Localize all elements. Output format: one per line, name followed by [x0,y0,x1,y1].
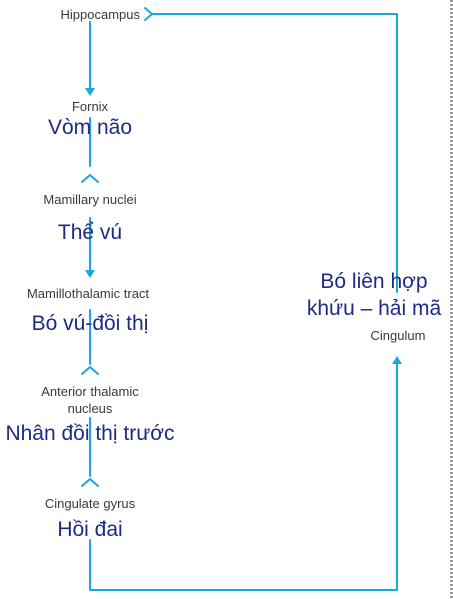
hippocampus-chevron-icon [144,7,153,21]
mamillary-nuclei-label: Mamillary nuclei [43,192,137,207]
hippocampus-feed-line [151,13,398,293]
anterior-thalamic-label-line2: nucleus [67,401,113,416]
cingulum-vietnamese-label-line2: khứu – hải mã [306,297,442,320]
mamillary-nuclei-vietnamese-label: Thể vú [57,221,123,244]
tract-arrowhead-icon [85,270,95,278]
cingulate-chevron-icon [81,478,99,487]
hippocampus-label: Hippocampus [60,7,141,22]
anterior-chevron-icon [81,366,99,375]
anterior-thalamic-vietnamese-label: Nhân đồi thị trước [5,422,175,445]
anterior-thalamic-label-line1: Anterior thalamic [41,384,139,399]
fornix-arrowhead-icon [85,88,95,96]
cingulum-return-line [89,363,398,591]
cingulum-label: Cingulum [370,328,426,343]
fornix-vietnamese-label: Vòm não [47,116,133,139]
cingulate-gyrus-label: Cingulate gyrus [44,496,136,511]
mamillothalamic-tract-vietnamese-label: Bó vú-đồi thị [31,312,149,335]
mamillary-chevron-icon [81,174,99,183]
fornix-label: Fornix [71,99,109,114]
cingulate-gyrus-vietnamese-label: Hồi đai [57,518,123,541]
mamillothalamic-tract-label: Mamillothalamic tract [26,286,150,301]
cingulum-arrowhead-icon [392,356,402,364]
right-edge-divider [450,0,453,599]
cingulum-vietnamese-label-line1: Bó liên hợp [320,270,428,293]
